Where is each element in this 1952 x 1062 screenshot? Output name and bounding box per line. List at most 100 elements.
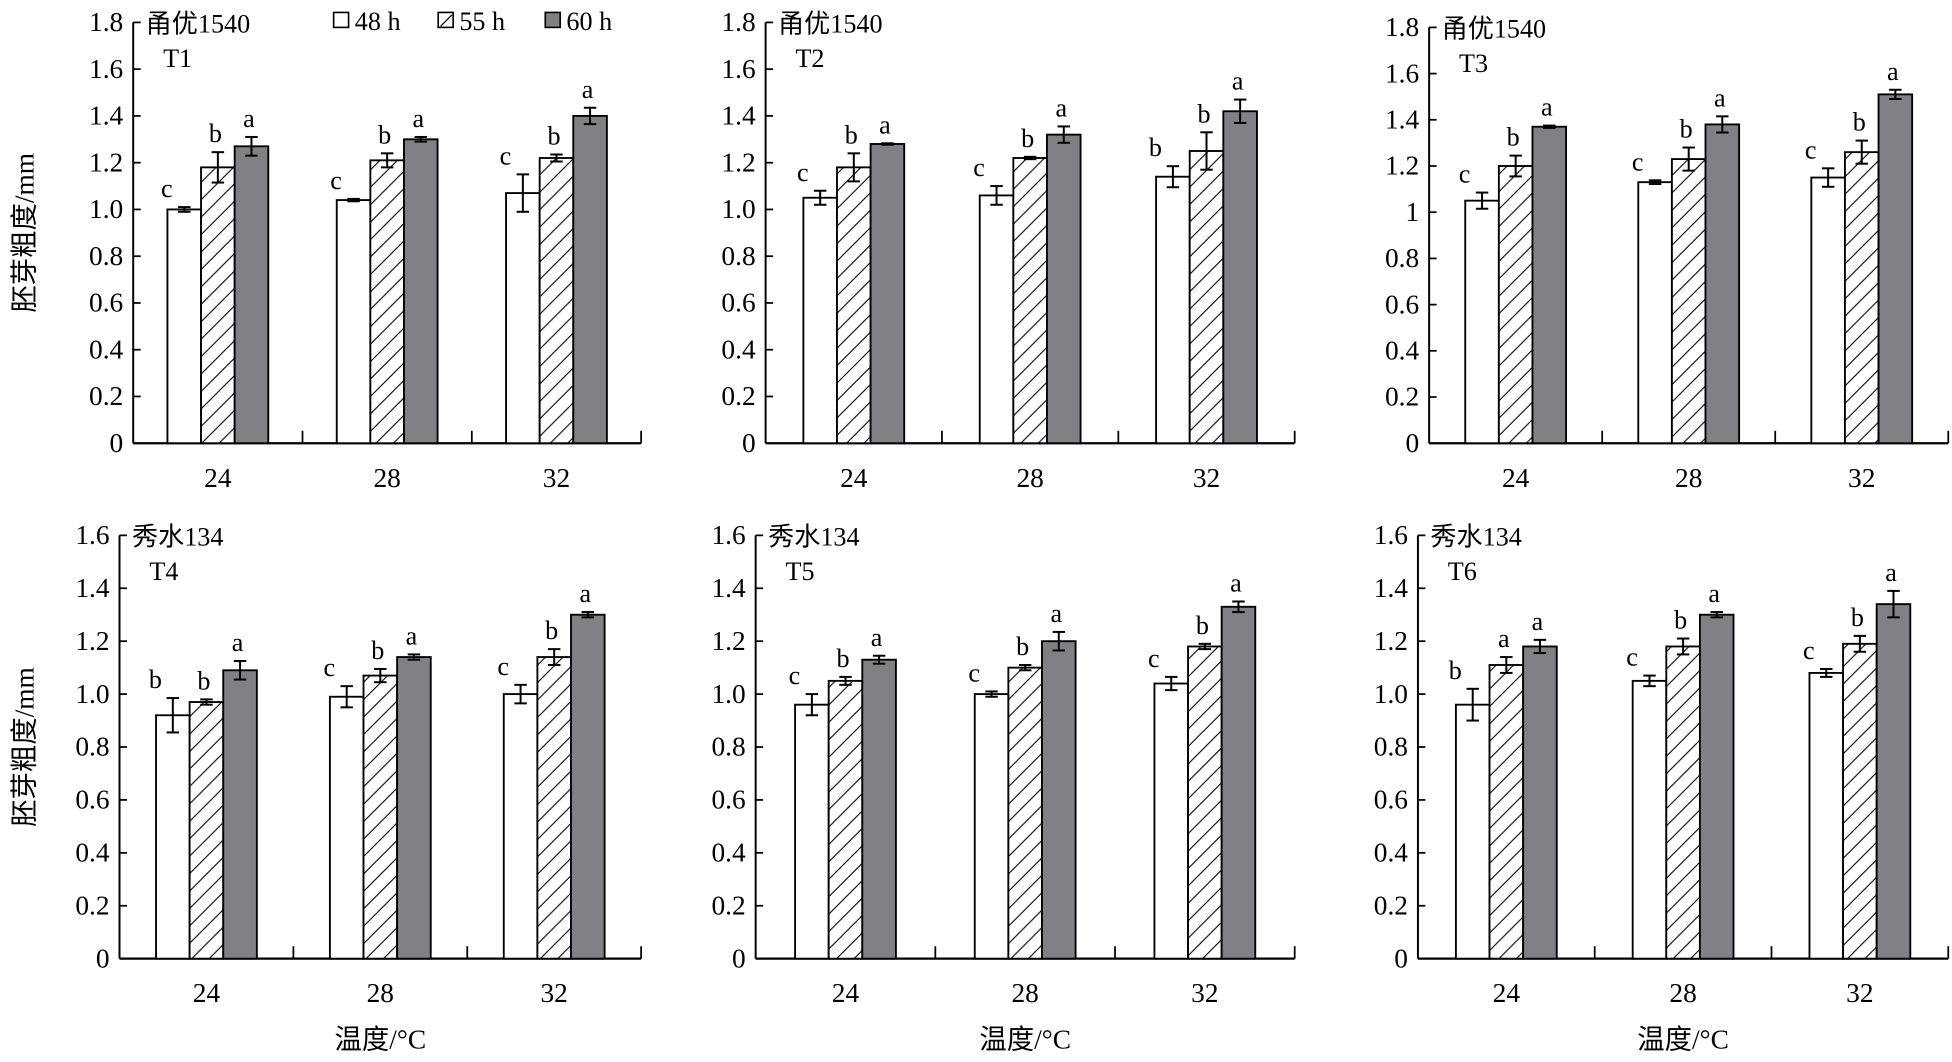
x-axis-title: 温度/°C — [979, 1024, 1071, 1054]
y-tick-label: 0 — [1394, 943, 1408, 973]
x-axis-title: 温度/°C — [335, 1024, 427, 1054]
significance-letter: c — [323, 653, 335, 682]
error-bar — [1710, 611, 1723, 619]
y-tick-label: 0.8 — [89, 241, 123, 271]
bar-55h-28 — [1665, 645, 1701, 960]
y-tick-label: 0.8 — [721, 241, 755, 271]
error-bar — [374, 667, 387, 684]
bar-60h-32 — [1877, 93, 1914, 445]
x-tick-label: 24 — [204, 463, 232, 493]
error-bar — [211, 151, 225, 184]
error-bar — [881, 142, 894, 146]
y-tick-label: 1.6 — [1385, 58, 1419, 88]
error-bar — [1509, 154, 1522, 178]
error-bar — [1820, 667, 1833, 678]
x-tick-label: 24 — [832, 978, 860, 1008]
error-bar — [516, 173, 530, 213]
bar-55h-28 — [1007, 666, 1043, 960]
error-bar — [1643, 674, 1656, 688]
x-tick-label: 32 — [1193, 463, 1220, 493]
significance-letter: b — [547, 122, 560, 151]
error-bar — [407, 653, 421, 661]
error-bar — [547, 648, 561, 666]
x-tick-label: 24 — [840, 463, 868, 493]
error-bar — [1232, 600, 1245, 614]
error-bar — [347, 197, 360, 203]
y-tick-label: 0.2 — [1374, 890, 1408, 920]
significance-letter: c — [1148, 644, 1160, 673]
significance-letter: a — [1541, 93, 1553, 122]
x-tick-label: 28 — [1675, 463, 1702, 493]
significance-letter: b — [1674, 606, 1687, 635]
panel-treatment-label: T3 — [1459, 49, 1488, 78]
y-tick-label: 1.4 — [75, 573, 110, 603]
error-bar — [1500, 656, 1513, 674]
legend: 48 h 55 h 60 h — [332, 7, 612, 36]
y-tick-label: 1.4 — [1374, 573, 1409, 603]
error-bar — [1023, 155, 1037, 161]
y-tick-label: 1.4 — [89, 101, 124, 131]
panel-variety-label: 甬优1540 — [778, 9, 882, 38]
bar-55h-32 — [536, 656, 572, 960]
significance-letter: a — [1532, 607, 1544, 636]
y-tick-label: 1.2 — [711, 626, 745, 656]
error-bar — [583, 106, 597, 126]
bar-60h-28 — [1046, 133, 1082, 445]
y-tick-label: 1.6 — [711, 520, 745, 550]
error-bar — [233, 660, 247, 681]
error-bar — [1198, 642, 1212, 651]
y-tick-label: 0.4 — [1374, 838, 1409, 868]
bar-48h-24 — [802, 196, 838, 445]
bar-48h-32 — [505, 192, 541, 445]
bar-48h-24 — [794, 703, 830, 960]
legend-swatch-icon — [332, 11, 350, 29]
significance-letter: a — [1714, 83, 1726, 112]
y-axis-title: 胚芽粗度/mm — [10, 153, 40, 313]
error-bar — [1165, 675, 1178, 692]
significance-letter: c — [973, 153, 985, 182]
significance-letter: b — [1016, 632, 1029, 661]
bar-48h-24 — [1454, 703, 1491, 960]
y-tick-label: 1.6 — [75, 520, 109, 550]
y-tick-label: 1.2 — [1374, 626, 1408, 656]
bar-55h-32 — [1842, 642, 1878, 960]
significance-letter: a — [580, 579, 592, 608]
y-tick-label: 1.8 — [721, 7, 755, 37]
significance-letter: b — [209, 119, 222, 148]
y-tick-label: 0.8 — [711, 732, 745, 762]
error-bar — [178, 206, 191, 213]
error-bar — [1475, 191, 1489, 210]
error-bar — [1716, 115, 1729, 134]
y-tick-label: 0.2 — [75, 890, 109, 920]
significance-letter: c — [1459, 160, 1471, 189]
significance-letter: a — [879, 110, 891, 139]
bar-55h-28 — [1670, 158, 1707, 445]
y-tick-label: 0 — [732, 943, 746, 973]
bar-48h-32 — [1810, 176, 1846, 445]
x-tick-label: 32 — [1848, 463, 1875, 493]
bar-55h-24 — [836, 166, 872, 445]
y-tick-label: 0.6 — [75, 785, 109, 815]
x-axis-title: 温度/°C — [1637, 1024, 1729, 1054]
y-tick-label: 0.6 — [1385, 289, 1419, 319]
significance-letter: b — [1449, 656, 1462, 685]
x-tick-label: 28 — [1669, 978, 1696, 1008]
chart-panel-t5: 00.20.40.60.81.01.21.41.624cba28cba32cba… — [711, 520, 1296, 1054]
legend-label: 55 h — [459, 7, 505, 36]
bar-48h-32 — [1153, 682, 1189, 960]
legend-swatch-icon — [437, 11, 454, 29]
bar-60h-24 — [861, 658, 897, 960]
panel-treatment-label: T1 — [163, 44, 192, 73]
significance-letter: a — [232, 628, 244, 657]
bar-55h-24 — [1497, 165, 1534, 445]
chart-panel-t6: 00.20.40.60.81.01.21.41.624baa28cba32cba… — [1374, 520, 1950, 1054]
significance-letter: a — [1055, 93, 1067, 122]
x-tick-label: 28 — [1011, 978, 1038, 1008]
error-bar — [414, 135, 427, 143]
bar-55h-32 — [538, 157, 575, 445]
bar-55h-24 — [200, 166, 236, 445]
significance-letter: b — [845, 120, 858, 149]
panel-treatment-label: T6 — [1448, 557, 1477, 586]
significance-letter: a — [1232, 67, 1244, 96]
significance-letter: c — [1805, 135, 1817, 164]
